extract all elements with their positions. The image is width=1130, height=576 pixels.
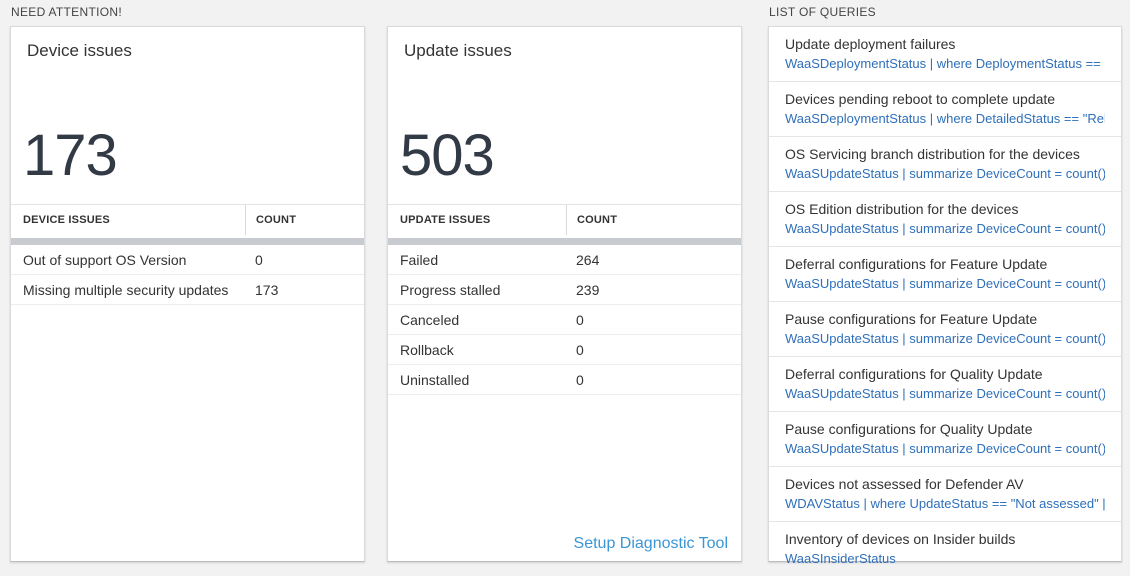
query-title: Deferral configurations for Quality Upda… (785, 366, 1043, 382)
query-title: Pause configurations for Feature Update (785, 311, 1038, 327)
query-code: WaaSDeploymentStatus | where DeploymentS… (785, 56, 1105, 71)
query-code: WaaSUpdateStatus | summarize DeviceCount… (785, 386, 1105, 401)
update-issues-title: Update issues (404, 41, 512, 60)
column-header-count: COUNT (566, 205, 741, 235)
query-code: WaaSUpdateStatus | summarize DeviceCount… (785, 441, 1105, 456)
query-title: OS Edition distribution for the devices (785, 201, 1019, 217)
update-issues-tile[interactable]: Update issues 503 (388, 27, 741, 204)
query-item[interactable]: Deferral configurations for Feature Upda… (769, 247, 1121, 302)
section-header-list-of-queries: LIST OF QUERIES (769, 5, 876, 19)
row-count: 173 (255, 281, 279, 298)
table-scrollbar[interactable] (388, 238, 741, 245)
device-issues-table: DEVICE ISSUES COUNT Out of support OS Ve… (11, 204, 364, 305)
query-code: WDAVStatus | where UpdateStatus == "Not … (785, 496, 1105, 511)
update-issues-count: 503 (400, 123, 495, 188)
query-title: Devices pending reboot to complete updat… (785, 91, 1056, 107)
query-title: Update deployment failures (785, 36, 956, 52)
column-header-count: COUNT (245, 205, 364, 235)
list-of-queries-panel: Update deployment failures WaaSDeploymen… (768, 26, 1122, 566)
table-row[interactable]: Failed 264 (388, 245, 741, 275)
query-item[interactable]: Pause configurations for Quality Update … (769, 412, 1121, 467)
query-item[interactable]: Inventory of devices on Insider builds W… (769, 522, 1121, 576)
query-item[interactable]: OS Edition distribution for the devices … (769, 192, 1121, 247)
device-issues-tile[interactable]: Device issues 173 (11, 27, 364, 204)
query-item[interactable]: Deferral configurations for Quality Upda… (769, 357, 1121, 412)
table-row[interactable]: Progress stalled 239 (388, 275, 741, 305)
setup-diagnostic-tool-link[interactable]: Setup Diagnostic Tool (573, 535, 728, 552)
row-label: Canceled (400, 311, 460, 328)
device-issues-count: 173 (23, 123, 118, 188)
row-count: 0 (255, 251, 263, 268)
row-label: Failed (400, 251, 439, 268)
device-issues-card: Device issues 173 DEVICE ISSUES COUNT Ou… (10, 26, 365, 562)
query-title: Pause configurations for Quality Update (785, 421, 1033, 437)
update-issues-card: Update issues 503 UPDATE ISSUES COUNT Fa… (387, 26, 742, 562)
table-row[interactable]: Missing multiple security updates 173 (11, 275, 364, 305)
row-count: 0 (576, 311, 584, 328)
table-row[interactable]: Uninstalled 0 (388, 365, 741, 395)
query-item[interactable]: Pause configurations for Feature Update … (769, 302, 1121, 357)
table-scrollbar[interactable] (11, 238, 364, 245)
update-issues-table: UPDATE ISSUES COUNT Failed 264 Progress … (388, 204, 741, 395)
query-title: Deferral configurations for Feature Upda… (785, 256, 1048, 272)
row-count: 0 (576, 371, 584, 388)
query-code: WaaSUpdateStatus | summarize DeviceCount… (785, 221, 1105, 236)
column-header-device-issues: DEVICE ISSUES (23, 214, 110, 226)
table-header-row: UPDATE ISSUES COUNT (388, 205, 741, 235)
query-item[interactable]: Devices not assessed for Defender AV WDA… (769, 467, 1121, 522)
row-label: Missing multiple security updates (23, 281, 229, 298)
query-title: Inventory of devices on Insider builds (785, 531, 1016, 547)
row-count: 239 (576, 281, 600, 298)
query-title: OS Servicing branch distribution for the… (785, 146, 1080, 162)
table-header-row: DEVICE ISSUES COUNT (11, 205, 364, 235)
query-item[interactable]: Update deployment failures WaaSDeploymen… (769, 27, 1121, 82)
query-item[interactable]: OS Servicing branch distribution for the… (769, 137, 1121, 192)
column-header-update-issues: UPDATE ISSUES (400, 214, 491, 226)
query-code: WaaSUpdateStatus | summarize DeviceCount… (785, 166, 1105, 181)
query-title: Devices not assessed for Defender AV (785, 476, 1024, 492)
row-count: 0 (576, 341, 584, 358)
table-row[interactable]: Out of support OS Version 0 (11, 245, 364, 275)
row-label: Progress stalled (400, 281, 501, 298)
query-code: WaaSUpdateStatus | summarize DeviceCount… (785, 331, 1105, 346)
section-header-need-attention: NEED ATTENTION! (11, 5, 122, 19)
table-row[interactable]: Canceled 0 (388, 305, 741, 335)
query-code: WaaSDeploymentStatus | where DetailedSta… (785, 111, 1105, 126)
query-code: WaaSInsiderStatus (785, 551, 896, 566)
table-row[interactable]: Rollback 0 (388, 335, 741, 365)
query-code: WaaSUpdateStatus | summarize DeviceCount… (785, 276, 1105, 291)
row-label: Uninstalled (400, 371, 470, 388)
row-count: 264 (576, 251, 600, 268)
row-label: Out of support OS Version (23, 251, 187, 268)
query-item[interactable]: Devices pending reboot to complete updat… (769, 82, 1121, 137)
row-label: Rollback (400, 341, 454, 358)
device-issues-title: Device issues (27, 41, 132, 60)
